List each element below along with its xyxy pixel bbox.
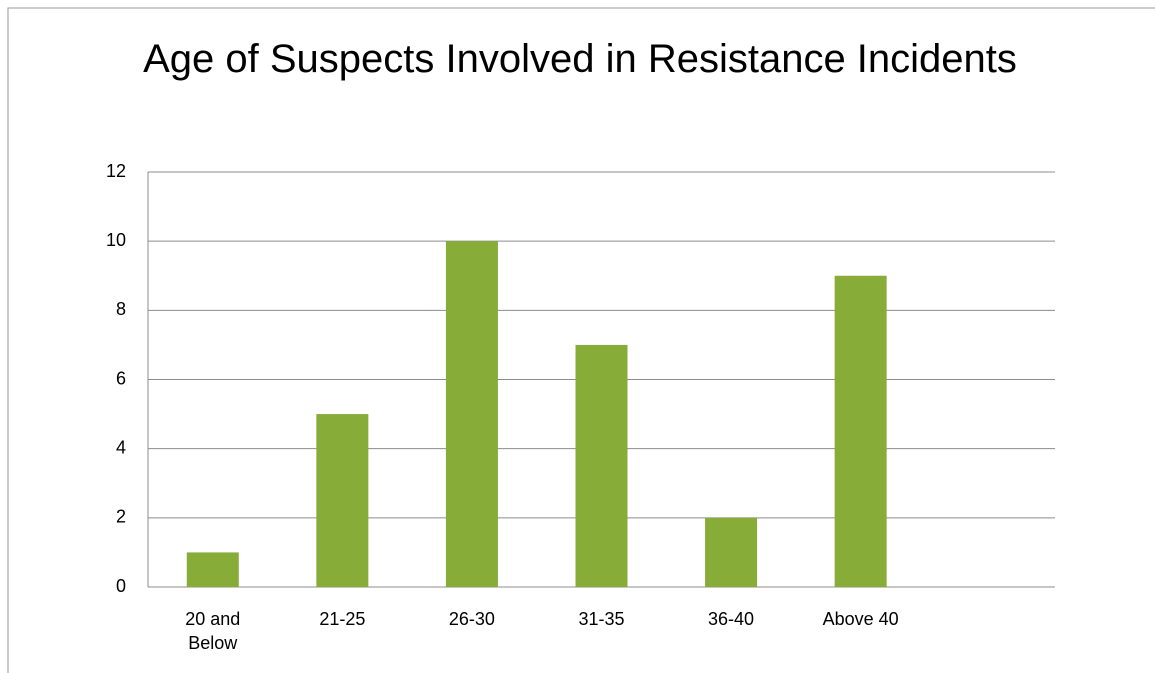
y-tick-label: 12 — [106, 161, 126, 181]
chart-border — [7, 7, 1155, 673]
x-tick-label: 26-30 — [448, 609, 495, 629]
x-tick-label: 31-35 — [578, 609, 625, 629]
x-tick-label: 21-25 — [319, 609, 366, 629]
x-tick-label: 36-40 — [708, 609, 755, 629]
y-tick-label: 8 — [116, 299, 126, 319]
y-tick-label: 2 — [116, 507, 126, 527]
x-tick-label: Above 40 — [822, 609, 899, 629]
chart-title: Age of Suspects Involved in Resistance I… — [143, 37, 1017, 81]
x-tick-label: 20 and Below — [185, 609, 241, 653]
bar — [445, 241, 498, 587]
bar — [316, 414, 369, 587]
bar — [186, 552, 239, 587]
y-tick-label: 0 — [116, 576, 126, 596]
y-tick-label: 6 — [116, 368, 126, 388]
bar — [705, 517, 758, 587]
bar — [575, 344, 628, 587]
y-tick-label: 4 — [116, 437, 126, 457]
bar — [834, 275, 887, 587]
y-tick-label: 10 — [106, 230, 126, 250]
